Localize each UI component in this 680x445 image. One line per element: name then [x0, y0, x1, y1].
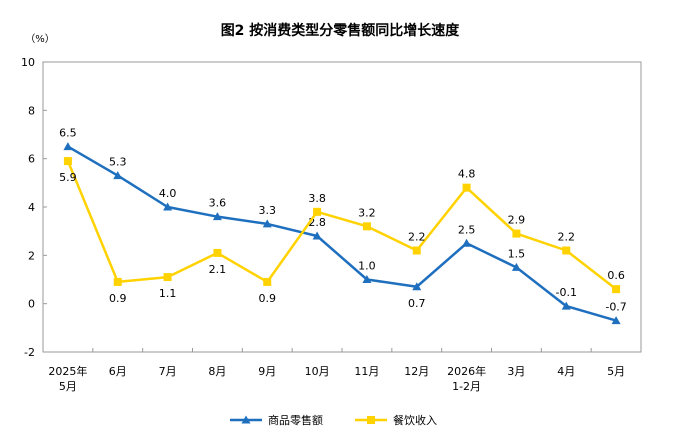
data-label: 0.9	[259, 292, 277, 305]
data-label: 4.8	[458, 168, 476, 181]
x-tick-label: 7月	[159, 365, 177, 378]
data-point	[412, 246, 421, 255]
legend: 商品零售额 餐饮收入	[230, 413, 437, 427]
data-point	[113, 171, 123, 180]
x-axis: 2025年 5月 6月 7月 8月 9月 10月 11月 12月 2026年 1-2月 3月 4月 5月	[48, 348, 625, 393]
data-label: -0.7	[605, 301, 626, 314]
series-line	[66, 160, 617, 291]
y-axis-unit: （%）	[25, 33, 55, 45]
legend-label: 商品零售额	[268, 413, 323, 427]
data-label: 2.2	[558, 231, 576, 244]
data-label: -0.1	[556, 286, 577, 299]
data-point	[511, 262, 521, 271]
legend-marker	[241, 415, 251, 424]
data-label: 1.5	[508, 247, 526, 260]
data-point	[462, 183, 471, 192]
data-label: 3.2	[358, 206, 376, 219]
data-label: 1.0	[358, 260, 376, 273]
x-tick-label: 3月	[507, 365, 525, 378]
data-point	[562, 246, 571, 255]
legend-item: 餐饮收入	[355, 413, 437, 427]
data-point	[163, 273, 172, 282]
series-line	[67, 145, 617, 322]
data-point	[212, 212, 222, 221]
y-tick-label: 10	[21, 56, 35, 69]
x-tick-label: 9月	[258, 365, 276, 378]
series-layer: 6.55.34.03.63.32.81.00.72.51.5-0.1-0.75.…	[59, 127, 627, 325]
y-tick-label: 8	[28, 104, 35, 117]
x-tick-label: 2025年	[48, 364, 87, 378]
data-point	[113, 277, 122, 286]
data-point	[262, 219, 272, 228]
data-point	[362, 275, 372, 283]
data-point	[412, 282, 422, 291]
legend-label: 餐饮收入	[393, 413, 437, 427]
y-tick-label: -2	[24, 346, 35, 359]
data-label: 5.3	[109, 156, 127, 169]
x-tick-label: 1-2月	[452, 380, 481, 393]
x-tick-label: 11月	[354, 365, 379, 378]
data-label: 5.9	[59, 171, 77, 184]
legend-marker	[367, 416, 375, 424]
data-point	[312, 231, 322, 240]
x-tick-label: 4月	[557, 365, 575, 378]
y-tick-label: 4	[28, 201, 35, 214]
data-label: 3.8	[308, 192, 326, 205]
chart-title: 图2 按消费类型分零售额同比增长速度	[221, 22, 461, 39]
x-tick-label: 5月	[607, 365, 625, 378]
data-label: 4.0	[159, 187, 177, 200]
data-label: 2.9	[508, 214, 526, 227]
x-tick-label: 10月	[305, 365, 330, 378]
data-point	[263, 277, 272, 286]
x-tick-label: 8月	[208, 365, 226, 378]
data-label: 0.6	[607, 269, 625, 282]
x-tick-label: 12月	[404, 365, 429, 378]
data-label: 0.7	[408, 297, 426, 310]
y-tick-label: 0	[28, 298, 35, 311]
series-catering: 5.9 0.9 1.1 2.1 0.9 3.8 3.2 2.2 4.8 2.9 2.2 0.6	[59, 157, 625, 305]
plot-area-frame	[42, 61, 642, 353]
data-label: 2.1	[209, 263, 227, 276]
data-point	[163, 202, 173, 211]
data-point	[612, 285, 621, 294]
data-label: 3.6	[209, 197, 227, 210]
data-point	[213, 248, 222, 257]
data-point	[63, 142, 73, 151]
y-axis: -2 0 2 4 6 8 10	[21, 56, 47, 359]
series-retail-goods: 6.55.34.03.63.32.81.00.72.51.5-0.1-0.7	[59, 127, 627, 325]
data-point	[561, 301, 571, 310]
x-tick-label: 5月	[59, 380, 77, 393]
data-label: 2.5	[458, 223, 476, 236]
legend-item: 商品零售额	[230, 413, 323, 427]
data-point	[462, 238, 472, 247]
data-point	[63, 157, 72, 166]
y-tick-label: 2	[28, 249, 35, 262]
data-label: 2.2	[408, 231, 426, 244]
x-tick-label: 2026年	[447, 364, 486, 378]
data-point	[313, 207, 322, 216]
data-label: 3.3	[259, 204, 277, 217]
data-label: 1.1	[159, 287, 177, 300]
y-tick-label: 6	[28, 153, 35, 166]
data-point	[362, 222, 371, 231]
data-point	[512, 229, 521, 238]
data-label: 0.9	[109, 292, 127, 305]
data-label: 6.5	[59, 127, 77, 140]
data-point	[611, 316, 621, 325]
x-tick-label: 6月	[109, 365, 127, 378]
